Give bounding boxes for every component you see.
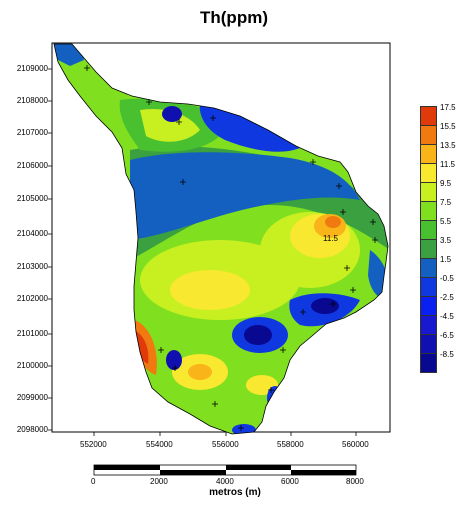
scale-bar-segment-2	[160, 470, 226, 475]
legend-swatch-5	[420, 182, 437, 202]
contour-band-1-5	[130, 152, 360, 240]
contour-band-7-5-north	[140, 108, 200, 142]
legend-label-minus-0-5: -0.5	[440, 274, 454, 283]
y-tick-label-2103000: 2103000	[16, 262, 48, 271]
contour-low-northwest	[54, 44, 84, 66]
legend-label-7-5: 7.5	[440, 198, 452, 207]
contour-high-south-left-core	[188, 364, 212, 380]
y-tick-label-2102000: 2102000	[16, 294, 48, 303]
scale-label-8000: 8000	[346, 477, 364, 486]
scale-bar-segment-3	[226, 465, 291, 470]
contour-low-south-3	[232, 424, 256, 434]
contour-high-east-core	[325, 216, 341, 228]
x-axis-ticks	[93, 432, 357, 436]
y-tick-label-2108000: 2108000	[16, 96, 48, 105]
x-tick-label-558000: 558000	[277, 440, 304, 449]
legend-label-17-5: 17.5	[440, 103, 456, 112]
legend-label-1-5: 1.5	[440, 255, 452, 264]
legend-swatch-12	[420, 315, 437, 335]
legend-label-15-5: 15.5	[440, 122, 456, 131]
y-tick-label-2105000: 2105000	[16, 194, 48, 203]
y-tick-label-2101000: 2101000	[16, 329, 48, 338]
x-tick-label-554000: 554000	[146, 440, 173, 449]
contour-low-south-center-core	[244, 325, 272, 345]
contour-low-north	[162, 106, 182, 122]
legend-label-13-5: 13.5	[440, 141, 456, 150]
plot-frame	[51, 42, 391, 433]
scale-bar	[93, 464, 357, 476]
legend-label-minus-4-5: -4.5	[440, 312, 454, 321]
x-tick-label-552000: 552000	[80, 440, 107, 449]
contour-value-label: 11.5	[323, 234, 338, 243]
scale-bar-segment-1	[94, 465, 160, 470]
scale-bar-title: metros (m)	[209, 487, 261, 498]
y-tick-label-2099000: 2099000	[16, 393, 48, 402]
map-title: Th(ppm)	[200, 8, 268, 27]
contour-low-southeast-core	[311, 298, 339, 314]
legend-swatch-2	[420, 125, 437, 145]
legend-swatch-3	[420, 144, 437, 164]
contour-low-south-1	[166, 350, 182, 370]
region-outline	[53, 43, 389, 435]
scale-label-4000: 4000	[216, 477, 234, 486]
y-tick-label-2098000: 2098000	[16, 425, 48, 434]
y-tick-label-2109000: 2109000	[16, 64, 48, 73]
legend-swatch-9	[420, 258, 437, 278]
legend-swatch-14	[420, 353, 437, 373]
legend-swatch-11	[420, 296, 437, 316]
legend-label-9-5: 9.5	[440, 179, 452, 188]
legend-swatch-1	[420, 106, 437, 126]
legend-label-3-5: 3.5	[440, 236, 452, 245]
legend-label-minus-6-5: -6.5	[440, 331, 454, 340]
legend-swatch-7	[420, 220, 437, 240]
y-tick-label-2100000: 2100000	[16, 361, 48, 370]
y-tick-label-2107000: 2107000	[16, 128, 48, 137]
y-tick-label-2104000: 2104000	[16, 229, 48, 238]
x-tick-label-560000: 560000	[342, 440, 369, 449]
x-tick-label-556000: 556000	[212, 440, 239, 449]
scale-label-6000: 6000	[281, 477, 299, 486]
legend-label-minus-8-5: -8.5	[440, 350, 454, 359]
legend-swatch-10	[420, 277, 437, 297]
legend-label-minus-2-5: -2.5	[440, 293, 454, 302]
legend-swatch-6	[420, 201, 437, 221]
contour-low-northeast	[199, 102, 300, 152]
y-axis-ticks	[48, 68, 52, 431]
scale-bar-segment-4	[291, 470, 356, 475]
legend-label-11-5: 11.5	[440, 160, 455, 169]
scale-label-2000: 2000	[150, 477, 168, 486]
legend-swatch-4	[420, 163, 437, 183]
color-legend: 17.5 15.5 13.5 11.5 9.5 7.5 5.5 3.5 1.5 …	[420, 103, 468, 376]
sample-points	[84, 65, 378, 431]
scale-label-0: 0	[91, 477, 96, 486]
legend-swatch-8	[420, 239, 437, 259]
y-tick-label-2106000: 2106000	[16, 161, 48, 170]
legend-swatch-13	[420, 334, 437, 354]
legend-label-5-5: 5.5	[440, 217, 452, 226]
contour-band-11-5-center	[170, 270, 250, 310]
